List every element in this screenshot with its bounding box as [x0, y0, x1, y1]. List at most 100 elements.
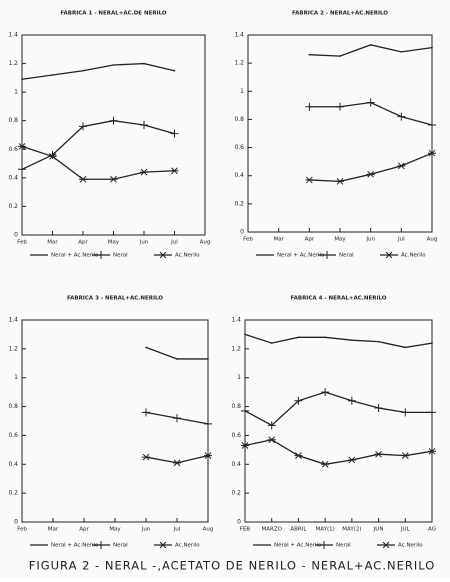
- point: [82, 69, 84, 72]
- point: [339, 55, 341, 57]
- point-marker: [366, 98, 375, 107]
- point-marker: [294, 396, 303, 405]
- y-tick-label: 1: [237, 374, 241, 381]
- y-tick-label: 0: [237, 519, 241, 526]
- chart-title: FABRICA 1 - NERAL+AC.DE NERILO: [60, 11, 167, 17]
- legend-marker: [382, 541, 390, 549]
- point-marker: [321, 388, 330, 397]
- point-marker: [109, 175, 118, 183]
- x-tick-label: Mar: [273, 237, 284, 243]
- y-tick-label: 0.2: [8, 490, 18, 497]
- x-tick-label: Mar: [47, 240, 58, 246]
- legend-marker: [97, 251, 105, 259]
- y-tick-label: 1: [240, 88, 244, 95]
- series-line: [21, 62, 175, 80]
- point: [377, 340, 380, 343]
- point: [297, 336, 300, 339]
- legend-label: Neral: [113, 253, 128, 259]
- y-tick-label: 0: [240, 229, 244, 236]
- y-tick-label: 0.4: [8, 174, 18, 181]
- legend-label: Ac.Nerilo: [175, 543, 200, 549]
- y-tick-label: 0.4: [231, 461, 241, 468]
- legend-marker: [323, 251, 331, 259]
- chart-title: FABRICA 2 - NERAL+AC.NERILO: [292, 11, 388, 17]
- point: [51, 74, 54, 76]
- point-marker: [170, 129, 179, 138]
- point-marker: [109, 116, 118, 125]
- point-marker: [428, 121, 436, 130]
- x-tick-label: JUN: [373, 527, 384, 533]
- x-tick-label: May: [334, 237, 346, 243]
- y-tick-label: 1.2: [231, 345, 241, 352]
- y-tick-label: 1.2: [234, 60, 244, 67]
- point: [324, 336, 326, 339]
- point-marker: [397, 112, 406, 121]
- series-line: [244, 391, 432, 427]
- point-marker: [347, 456, 356, 464]
- series-line: [21, 145, 175, 180]
- y-tick-label: 0.8: [231, 403, 241, 410]
- series-line: [244, 333, 433, 349]
- legend-label: Neral + Ac.Nerilo: [51, 543, 99, 549]
- legend-label: Neral + Ac.Nerilo: [274, 543, 322, 549]
- y-tick-label: 0: [14, 519, 18, 526]
- point-marker: [204, 452, 212, 459]
- point: [244, 333, 246, 336]
- point: [173, 69, 176, 72]
- point-marker: [79, 175, 87, 183]
- point-marker: [374, 450, 383, 458]
- point: [308, 53, 311, 56]
- point-marker: [18, 165, 26, 174]
- x-tick-label: MARZO: [261, 527, 282, 533]
- point-marker: [267, 436, 276, 444]
- legend-label: Neral + Ac.Nerilo: [277, 253, 325, 259]
- y-tick-label: 0.2: [231, 490, 241, 497]
- point-marker: [170, 167, 179, 175]
- y-tick-label: 0.4: [234, 172, 244, 179]
- x-tick-label: MAY(1): [316, 527, 335, 533]
- x-tick-label: Feb: [17, 527, 27, 533]
- y-tick-label: 0.8: [234, 116, 244, 123]
- legend-marker: [385, 251, 393, 259]
- x-tick-label: AG: [428, 527, 436, 533]
- point: [145, 346, 147, 349]
- x-tick-label: Jul: [397, 237, 405, 243]
- y-tick-label: 1.2: [8, 345, 18, 352]
- point-marker: [428, 149, 436, 157]
- point: [21, 78, 23, 81]
- x-tick-label: Aug: [203, 527, 214, 533]
- plot-frame: [244, 319, 433, 523]
- y-tick-label: 1: [14, 89, 18, 96]
- legend-label: Neral: [336, 543, 351, 549]
- x-tick-label: Apr: [305, 237, 315, 243]
- point: [270, 342, 273, 344]
- point-marker: [173, 459, 181, 467]
- y-tick-label: 1.4: [231, 317, 241, 324]
- point-marker: [173, 414, 181, 423]
- x-tick-label: Feb: [17, 240, 27, 246]
- x-tick-label: May: [109, 527, 121, 533]
- point-marker: [204, 419, 212, 428]
- point: [431, 46, 433, 49]
- point-marker: [347, 396, 356, 405]
- y-tick-label: 0.6: [231, 432, 241, 439]
- x-tick-label: Mar: [48, 527, 59, 533]
- legend-marker: [159, 251, 167, 259]
- point-marker: [48, 153, 57, 160]
- x-tick-label: Feb: [243, 237, 253, 243]
- y-tick-label: 1: [14, 374, 18, 381]
- y-tick-label: 0.2: [8, 203, 18, 210]
- legend-label: Ac.Nerilo: [175, 253, 200, 259]
- x-tick-label: Aug: [200, 240, 211, 246]
- point-marker: [321, 460, 330, 468]
- series-line: [21, 120, 175, 170]
- point-marker: [142, 408, 150, 417]
- point-marker: [428, 447, 436, 455]
- x-tick-label: May: [108, 240, 120, 246]
- legend-label: Ac.Nerilo: [401, 253, 426, 259]
- y-tick-label: 0: [14, 232, 18, 239]
- point-marker: [366, 170, 375, 178]
- y-tick-label: 0.6: [8, 432, 18, 439]
- legend-marker: [97, 541, 105, 549]
